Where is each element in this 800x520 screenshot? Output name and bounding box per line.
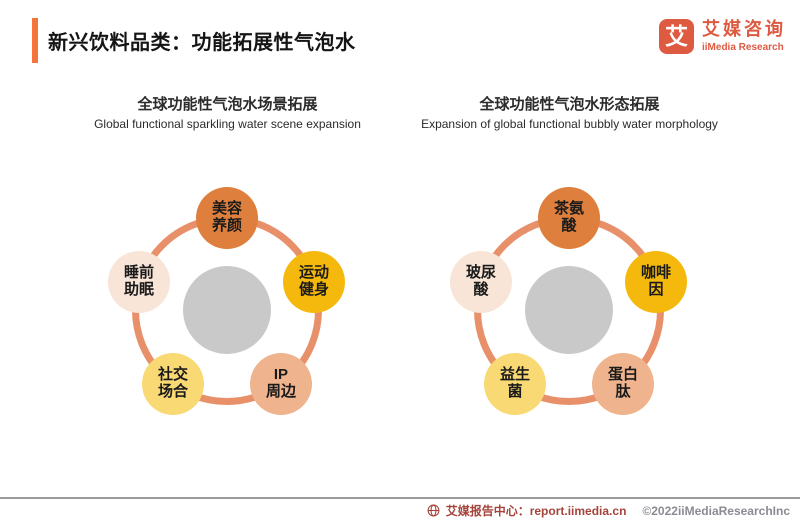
page-title: 新兴饮料品类：功能拓展性气泡水 <box>48 32 356 54</box>
globe-icon <box>427 504 440 517</box>
brand-name-cn: 艾媒咨询 <box>702 19 786 40</box>
panel-title-cn: 全球功能性气泡水形态拓展 <box>479 96 660 113</box>
bubble-label: 咖啡 因 <box>640 264 671 298</box>
panel-scene-expansion: 全球功能性气泡水场景拓展 Global functional sparkling… <box>30 93 425 483</box>
bubble-label: 蛋白 肽 <box>607 366 638 400</box>
title-accent-bar <box>32 18 38 63</box>
bubble-theanine: 茶氨 酸 <box>538 187 600 249</box>
bubble-label: 益生 菌 <box>499 366 530 400</box>
bubble-label: 运动 健身 <box>298 264 329 298</box>
brand-name: 艾媒咨询 iiMedia Research <box>702 19 786 53</box>
footer: 艾媒报告中心：report.iimedia.cn ©2022iiMediaRes… <box>427 502 790 519</box>
logo-glyph: 艾 <box>665 23 688 49</box>
footer-divider <box>0 497 800 499</box>
bubble-beauty-skincare: 美容 养颜 <box>196 187 258 249</box>
brand-logo: 艾 艾媒咨询 iiMedia Research <box>659 19 786 54</box>
iimedia-logo-icon: 艾 <box>659 19 694 54</box>
bubble-social-occasions: 社交 场合 <box>142 353 204 415</box>
cycle-diagram-scene: 美容 养颜 运动 健身 IP 周边 社交 场合 睡前 助眠 <box>87 170 367 450</box>
footer-copyright: ©2022iiMediaResearchInc <box>642 503 790 518</box>
bubble-label: 社交 场合 <box>157 366 188 400</box>
panel-title-en: Expansion of global functional bubbly wa… <box>421 117 718 131</box>
bubble-label: 玻尿 酸 <box>465 264 496 298</box>
bubble-sports-fitness: 运动 健身 <box>283 251 345 313</box>
bubble-label: IP 周边 <box>265 366 296 400</box>
diagram-center-circle <box>183 266 271 354</box>
bubble-protein-peptide: 蛋白 肽 <box>592 353 654 415</box>
bubble-label: 睡前 助眠 <box>123 264 154 298</box>
bubble-ip-merchandise: IP 周边 <box>250 353 312 415</box>
cycle-diagram-morphology: 茶氨 酸 咖啡 因 蛋白 肽 益生 菌 玻尿 酸 <box>429 170 709 450</box>
panel-title-cn: 全球功能性气泡水场景拓展 <box>137 96 318 113</box>
bubble-probiotics: 益生 菌 <box>484 353 546 415</box>
panel-title-en: Global functional sparkling water scene … <box>94 117 361 131</box>
bubble-sleep-aid: 睡前 助眠 <box>108 251 170 313</box>
bubble-hyaluronic-acid: 玻尿 酸 <box>450 251 512 313</box>
bubble-caffeine: 咖啡 因 <box>625 251 687 313</box>
brand-name-en: iiMedia Research <box>702 41 784 53</box>
panel-morphology-expansion: 全球功能性气泡水形态拓展 Expansion of global functio… <box>372 93 767 483</box>
diagram-center-circle <box>525 266 613 354</box>
bubble-label: 美容 养颜 <box>211 200 242 234</box>
bubble-label: 茶氨 酸 <box>553 200 584 234</box>
footer-report-center: 艾媒报告中心：report.iimedia.cn <box>445 504 627 518</box>
